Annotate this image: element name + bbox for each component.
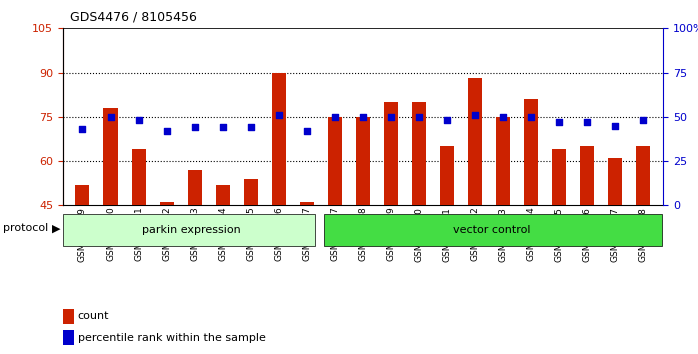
Point bbox=[526, 114, 537, 120]
Bar bbox=[412, 102, 426, 338]
Point bbox=[554, 119, 565, 125]
Bar bbox=[524, 99, 538, 338]
Bar bbox=[580, 146, 595, 338]
Text: vector control: vector control bbox=[453, 225, 530, 235]
Point bbox=[581, 119, 593, 125]
Point bbox=[105, 114, 116, 120]
Bar bbox=[244, 179, 258, 338]
Point bbox=[217, 125, 228, 130]
Text: parkin expression: parkin expression bbox=[142, 225, 241, 235]
Point bbox=[245, 125, 256, 130]
Text: count: count bbox=[77, 311, 110, 321]
Point bbox=[470, 112, 481, 118]
Bar bbox=[103, 108, 117, 338]
Bar bbox=[216, 185, 230, 338]
Text: ▶: ▶ bbox=[52, 223, 61, 233]
Bar bbox=[356, 117, 370, 338]
Bar bbox=[131, 149, 146, 338]
Bar bbox=[160, 202, 174, 338]
Text: percentile rank within the sample: percentile rank within the sample bbox=[77, 332, 266, 343]
Point bbox=[357, 114, 369, 120]
Bar bbox=[300, 202, 314, 338]
Point bbox=[638, 118, 649, 123]
Bar bbox=[609, 158, 623, 338]
Point bbox=[442, 118, 453, 123]
Bar bbox=[496, 117, 510, 338]
Point bbox=[77, 126, 88, 132]
Point bbox=[133, 118, 144, 123]
Bar bbox=[63, 309, 73, 324]
Point bbox=[161, 128, 172, 134]
Bar bbox=[272, 73, 285, 338]
FancyBboxPatch shape bbox=[63, 214, 315, 246]
Point bbox=[273, 112, 284, 118]
Point bbox=[302, 128, 313, 134]
Bar bbox=[468, 79, 482, 338]
Point bbox=[413, 114, 424, 120]
Bar bbox=[440, 146, 454, 338]
Bar bbox=[637, 146, 651, 338]
Bar bbox=[63, 330, 73, 345]
Point bbox=[610, 123, 621, 129]
Point bbox=[329, 114, 341, 120]
Text: GDS4476 / 8105456: GDS4476 / 8105456 bbox=[70, 11, 197, 24]
Point bbox=[498, 114, 509, 120]
Point bbox=[189, 125, 200, 130]
Bar bbox=[328, 117, 342, 338]
FancyBboxPatch shape bbox=[324, 214, 662, 246]
Bar bbox=[384, 102, 398, 338]
Point bbox=[385, 114, 396, 120]
Text: protocol: protocol bbox=[3, 223, 49, 233]
Bar bbox=[75, 185, 89, 338]
Bar bbox=[188, 170, 202, 338]
Bar bbox=[552, 149, 566, 338]
